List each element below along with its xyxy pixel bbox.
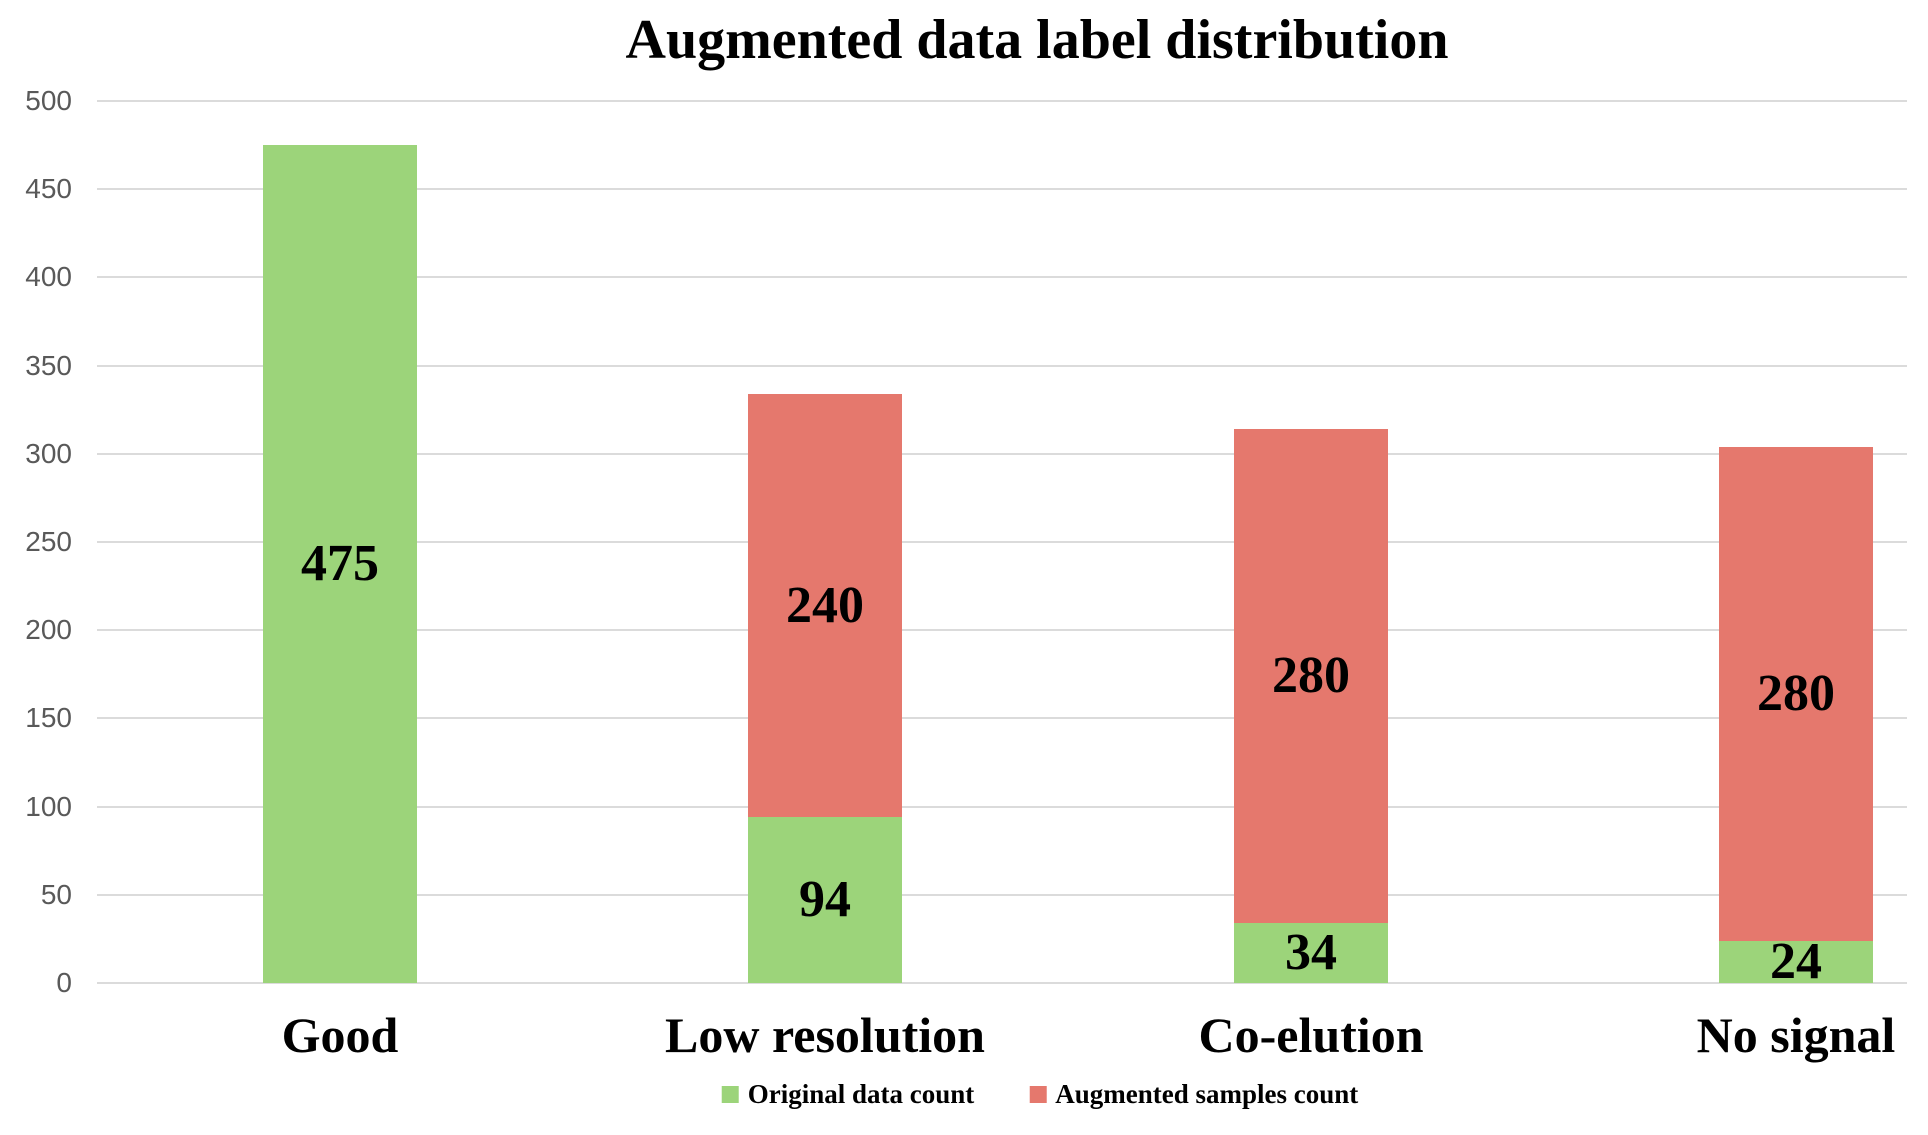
y-tick-label-50: 50 (40, 879, 72, 910)
y-tick-label-500: 500 (25, 85, 72, 116)
bar-segment-original-2: 94 (748, 817, 902, 983)
legend-item-original: Original data count (721, 1079, 975, 1110)
value-label: 240 (786, 576, 864, 634)
bar-segment-original-3: 34 (1234, 923, 1388, 983)
gridline-150 (97, 717, 1907, 719)
bar-segment-original-1: 475 (263, 145, 417, 983)
y-tick-label-150: 150 (25, 702, 72, 733)
gridline-100 (97, 806, 1907, 808)
legend: Original data count Augmented samples cou… (721, 1079, 1359, 1110)
y-tick-label-400: 400 (25, 261, 72, 292)
y-tick-label-200: 200 (25, 614, 72, 645)
category-label-2: Low resolution (665, 1007, 985, 1063)
bar-segment-original-4: 24 (1719, 936, 1873, 988)
y-tick-label-450: 450 (25, 173, 72, 204)
bar-segment-augmented-4: 280 (1719, 447, 1873, 941)
y-tick-label-250: 250 (25, 526, 72, 557)
y-tick-label-0: 0 (56, 967, 72, 998)
legend-swatch-icon (1029, 1086, 1047, 1104)
legend-label: Original data count (747, 1079, 975, 1109)
y-tick-label-300: 300 (25, 438, 72, 469)
gridline-200 (97, 629, 1907, 631)
category-label-3: Co-elution (1198, 1007, 1424, 1063)
y-tick-label-350: 350 (25, 350, 72, 381)
category-label-4: No signal (1696, 1007, 1896, 1063)
gridline-250 (97, 541, 1907, 543)
gridline-400 (97, 276, 1907, 278)
gridline-500 (97, 100, 1907, 102)
value-label: 24 (1770, 933, 1822, 990)
plot-area: 475 94 240 34 280 24 280 (97, 100, 1907, 988)
bar-segment-augmented-3: 280 (1234, 429, 1388, 923)
gridline-0 (97, 982, 1907, 984)
chart-title: Augmented data label distribution (625, 9, 1449, 71)
value-label: 280 (1272, 647, 1350, 704)
gridline-350 (97, 365, 1907, 367)
category-label-1: Good (281, 1007, 399, 1063)
legend-item-augmented: Augmented samples count (1029, 1079, 1359, 1110)
gridline-50 (97, 894, 1907, 896)
bar-segment-augmented-2: 240 (748, 394, 902, 817)
value-label: 280 (1757, 665, 1835, 722)
gridline-450 (97, 188, 1907, 190)
y-tick-label-100: 100 (25, 791, 72, 822)
value-label: 94 (799, 871, 851, 928)
value-label: 475 (301, 535, 379, 592)
value-label: 34 (1285, 924, 1337, 981)
legend-label: Augmented samples count (1055, 1079, 1359, 1109)
gridline-300 (97, 453, 1907, 455)
legend-swatch-icon (721, 1086, 739, 1104)
